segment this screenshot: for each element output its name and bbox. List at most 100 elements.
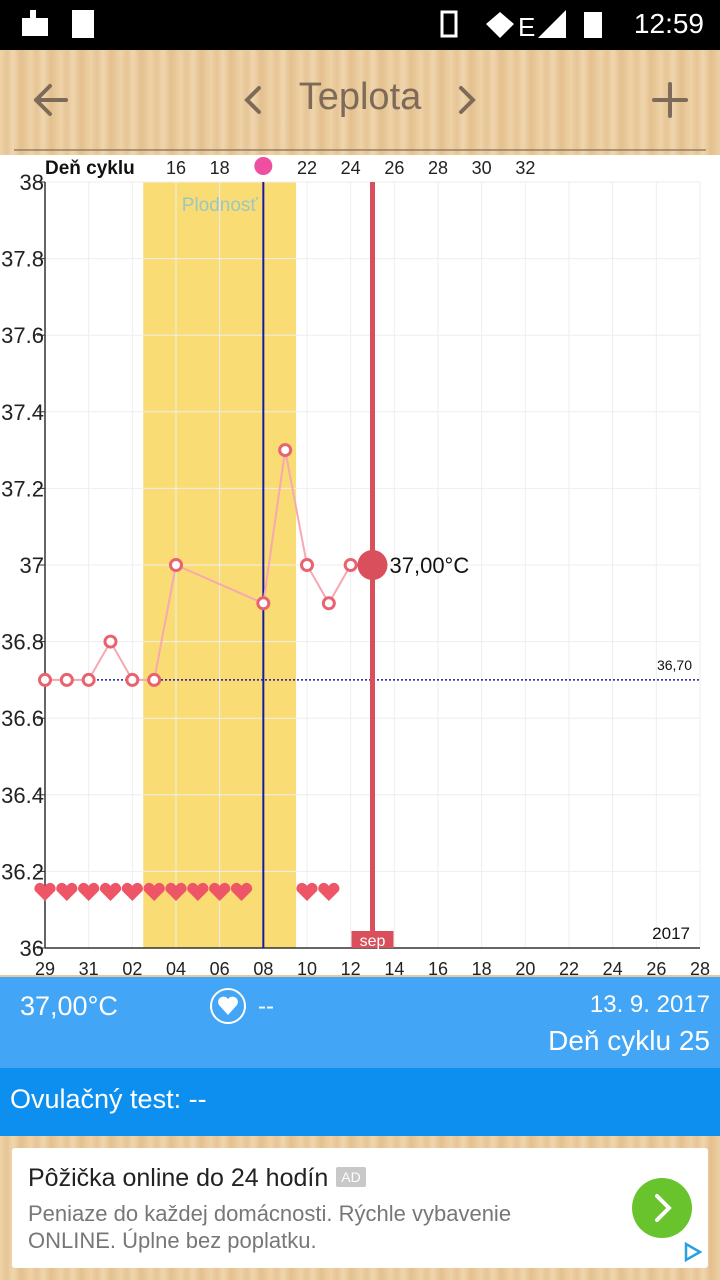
y-tick-label: 37 xyxy=(20,553,44,578)
heart-marker xyxy=(56,882,78,901)
y-tick-label: 37.2 xyxy=(1,476,44,501)
heart-status: -- xyxy=(258,993,274,1020)
x-tick-label: 12 xyxy=(341,959,361,975)
x-tick-label: 14 xyxy=(384,959,404,975)
heart-marker xyxy=(78,882,100,901)
x-tick-label: 18 xyxy=(472,959,492,975)
current-temperature: 37,00°C xyxy=(20,991,118,1021)
current-value-label: 37,00°C xyxy=(390,553,470,578)
top-axis-label: Deň cyklu xyxy=(45,158,135,179)
x-tick-label: 10 xyxy=(297,959,317,975)
temperature-point xyxy=(343,558,358,572)
temperature-point xyxy=(256,596,271,611)
ad-badge: AD xyxy=(336,1167,366,1187)
date: 13. 9. 2017 xyxy=(589,991,710,1018)
info-panel: 37,00°C -- 13. 9. 2017 Deň cyklu 25 xyxy=(0,977,720,1068)
y-tick-label: 37.8 xyxy=(1,247,44,272)
x-tick-label: 29 xyxy=(35,959,55,975)
y-tick-label: 36 xyxy=(20,936,44,961)
x-tick-label: 20 xyxy=(515,959,535,975)
y-tick-label: 38 xyxy=(20,170,44,195)
current-point xyxy=(357,550,388,580)
heart-icon[interactable] xyxy=(210,988,246,1024)
y-tick-label: 37.4 xyxy=(1,400,44,425)
ad-card[interactable]: Pôžička online do 24 hodín AD Peniaze do … xyxy=(12,1148,708,1268)
reference-label: 36,70 xyxy=(657,657,692,673)
heart-marker xyxy=(187,882,209,901)
x-tick-label: 22 xyxy=(559,959,579,975)
toolbar: Teplota xyxy=(0,50,720,155)
temperature-point xyxy=(103,634,118,649)
y-tick-label: 36.6 xyxy=(1,706,44,731)
y-tick-label: 36.4 xyxy=(1,783,44,808)
clock: 12:59 xyxy=(633,8,704,39)
ad-title-text: Pôžička online do 24 hodín xyxy=(28,1164,329,1192)
divider xyxy=(14,149,706,151)
top-tick-label: 32 xyxy=(515,158,535,178)
top-tick-label: 16 xyxy=(166,158,186,178)
top-tick-label: 30 xyxy=(472,158,492,178)
ad-area: Pôžička online do 24 hodín AD Peniaze do … xyxy=(0,1136,720,1280)
y-tick-label: 36.8 xyxy=(1,630,44,655)
toolbar-icons xyxy=(34,82,688,118)
month-badge xyxy=(351,931,394,948)
status-indicators: E xyxy=(440,10,602,42)
temperature-point xyxy=(125,672,140,687)
top-tick-label: 24 xyxy=(341,158,361,178)
ad-title: Pôžička online do 24 hodín AD xyxy=(28,1164,366,1193)
temperature-chart: Plodnosť3636.236.436.636.83737.237.437.6… xyxy=(1,157,710,979)
temperature-point xyxy=(81,672,96,687)
ovulation-marker xyxy=(254,157,273,175)
ovulation-test: Ovulačný test: -- xyxy=(10,1084,207,1114)
prev-button[interactable] xyxy=(244,86,261,114)
x-tick-label: 08 xyxy=(253,959,273,975)
heart-marker xyxy=(121,882,143,901)
x-tick-label: 16 xyxy=(428,959,448,975)
temperature-point xyxy=(38,672,52,687)
temperature-point xyxy=(300,558,314,572)
y-tick-label: 36.2 xyxy=(1,859,44,884)
status-icons xyxy=(22,10,94,38)
year-label: 2017 xyxy=(652,924,690,943)
heart-glyph xyxy=(218,996,238,1015)
x-tick-label: 31 xyxy=(79,959,99,975)
heart-marker xyxy=(209,882,231,901)
temperature-point xyxy=(278,443,293,458)
heart-marker xyxy=(99,882,122,901)
top-tick-label: 22 xyxy=(297,158,317,178)
back-button[interactable] xyxy=(34,84,68,116)
cycle-day: Deň cyklu 25 xyxy=(548,1025,710,1056)
temperature-point xyxy=(321,596,336,611)
ovulation-test-row[interactable]: Ovulačný test: -- xyxy=(0,1068,720,1136)
top-tick-label: 26 xyxy=(384,158,404,178)
next-button[interactable] xyxy=(459,86,476,114)
ad-arrow xyxy=(655,1194,672,1222)
heart-marker xyxy=(318,882,340,901)
x-tick-label: 02 xyxy=(122,959,142,975)
x-tick-label: 28 xyxy=(690,959,710,975)
x-tick-label: 06 xyxy=(210,959,230,975)
x-tick-label: 26 xyxy=(646,959,666,975)
temperature-point xyxy=(147,672,162,687)
heart-marker xyxy=(143,882,165,901)
screen-title: Teplota xyxy=(298,76,422,118)
heart-marker xyxy=(230,882,253,901)
x-tick-label: 04 xyxy=(166,959,186,975)
month-label: sep xyxy=(360,933,386,950)
top-tick-label: 28 xyxy=(428,158,448,178)
ad-choices[interactable] xyxy=(680,1240,704,1264)
temperature-point xyxy=(169,558,183,572)
heart-marker xyxy=(296,882,318,901)
chart-area: Plodnosť 36 36.2 36.4 36.6 36.8 37 37.2 37.4 37.6… xyxy=(0,155,720,979)
temperature-point xyxy=(59,672,74,687)
ad-description: Peniaze do každej domácnosti. Rýchle vyb… xyxy=(28,1201,512,1253)
status-bar: E 12:59 xyxy=(0,0,720,50)
ad-button[interactable] xyxy=(632,1178,692,1238)
heart-marker xyxy=(34,882,56,901)
add-button[interactable] xyxy=(652,82,688,118)
heart-marker xyxy=(165,882,187,901)
svg-text:E: E xyxy=(518,12,535,42)
y-tick-label: 37.6 xyxy=(1,323,44,348)
